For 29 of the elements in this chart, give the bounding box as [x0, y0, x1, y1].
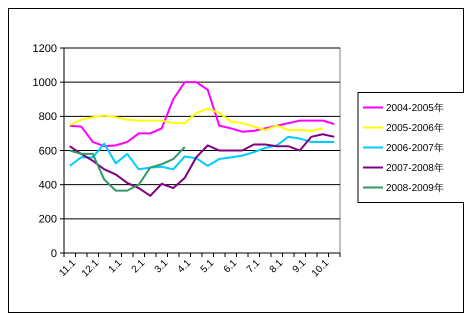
x-tick-label: 12.1 [80, 258, 102, 280]
y-tick-label: 200 [38, 214, 57, 226]
x-tick-label: 11.1 [57, 258, 79, 279]
x-tick-label: 7.1 [244, 258, 263, 276]
line-series [68, 136, 336, 170]
legend-label: 2006-2007年 [386, 142, 444, 154]
x-tick-label: 5.1 [198, 258, 217, 276]
y-tick-label: 400 [38, 180, 57, 192]
x-tick-label: 2.1 [130, 258, 148, 276]
x-tick-label: 3.1 [152, 258, 171, 276]
line-series [68, 133, 336, 197]
line-series [68, 108, 324, 132]
legend-label: 2004-2005年 [386, 102, 444, 114]
x-tick-label: 1.1 [106, 258, 125, 276]
legend-label: 2007-2008年 [386, 162, 444, 174]
y-tick-label: 600 [38, 145, 57, 158]
y-tick-label: 0 [50, 248, 57, 260]
x-tick-label: 9.1 [290, 258, 309, 276]
y-tick-label: 1000 [32, 77, 57, 90]
x-tick-label: 8.1 [268, 258, 286, 276]
x-tick-label: 4.1 [176, 258, 194, 276]
x-tick-label: 10.1 [310, 258, 332, 280]
x-tick-label: 6.1 [222, 258, 240, 276]
y-tick-label: 800 [38, 111, 57, 124]
legend-label: 2005-2006年 [386, 122, 444, 134]
y-tick-label: 1200 [32, 42, 57, 55]
line-series [68, 81, 336, 148]
legend-label: 2008-2009年 [386, 182, 444, 194]
line-series [68, 146, 186, 192]
